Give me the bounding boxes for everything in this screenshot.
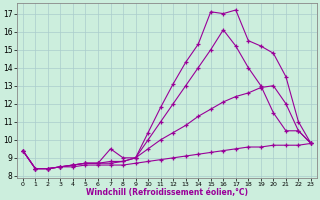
X-axis label: Windchill (Refroidissement éolien,°C): Windchill (Refroidissement éolien,°C) xyxy=(86,188,248,197)
